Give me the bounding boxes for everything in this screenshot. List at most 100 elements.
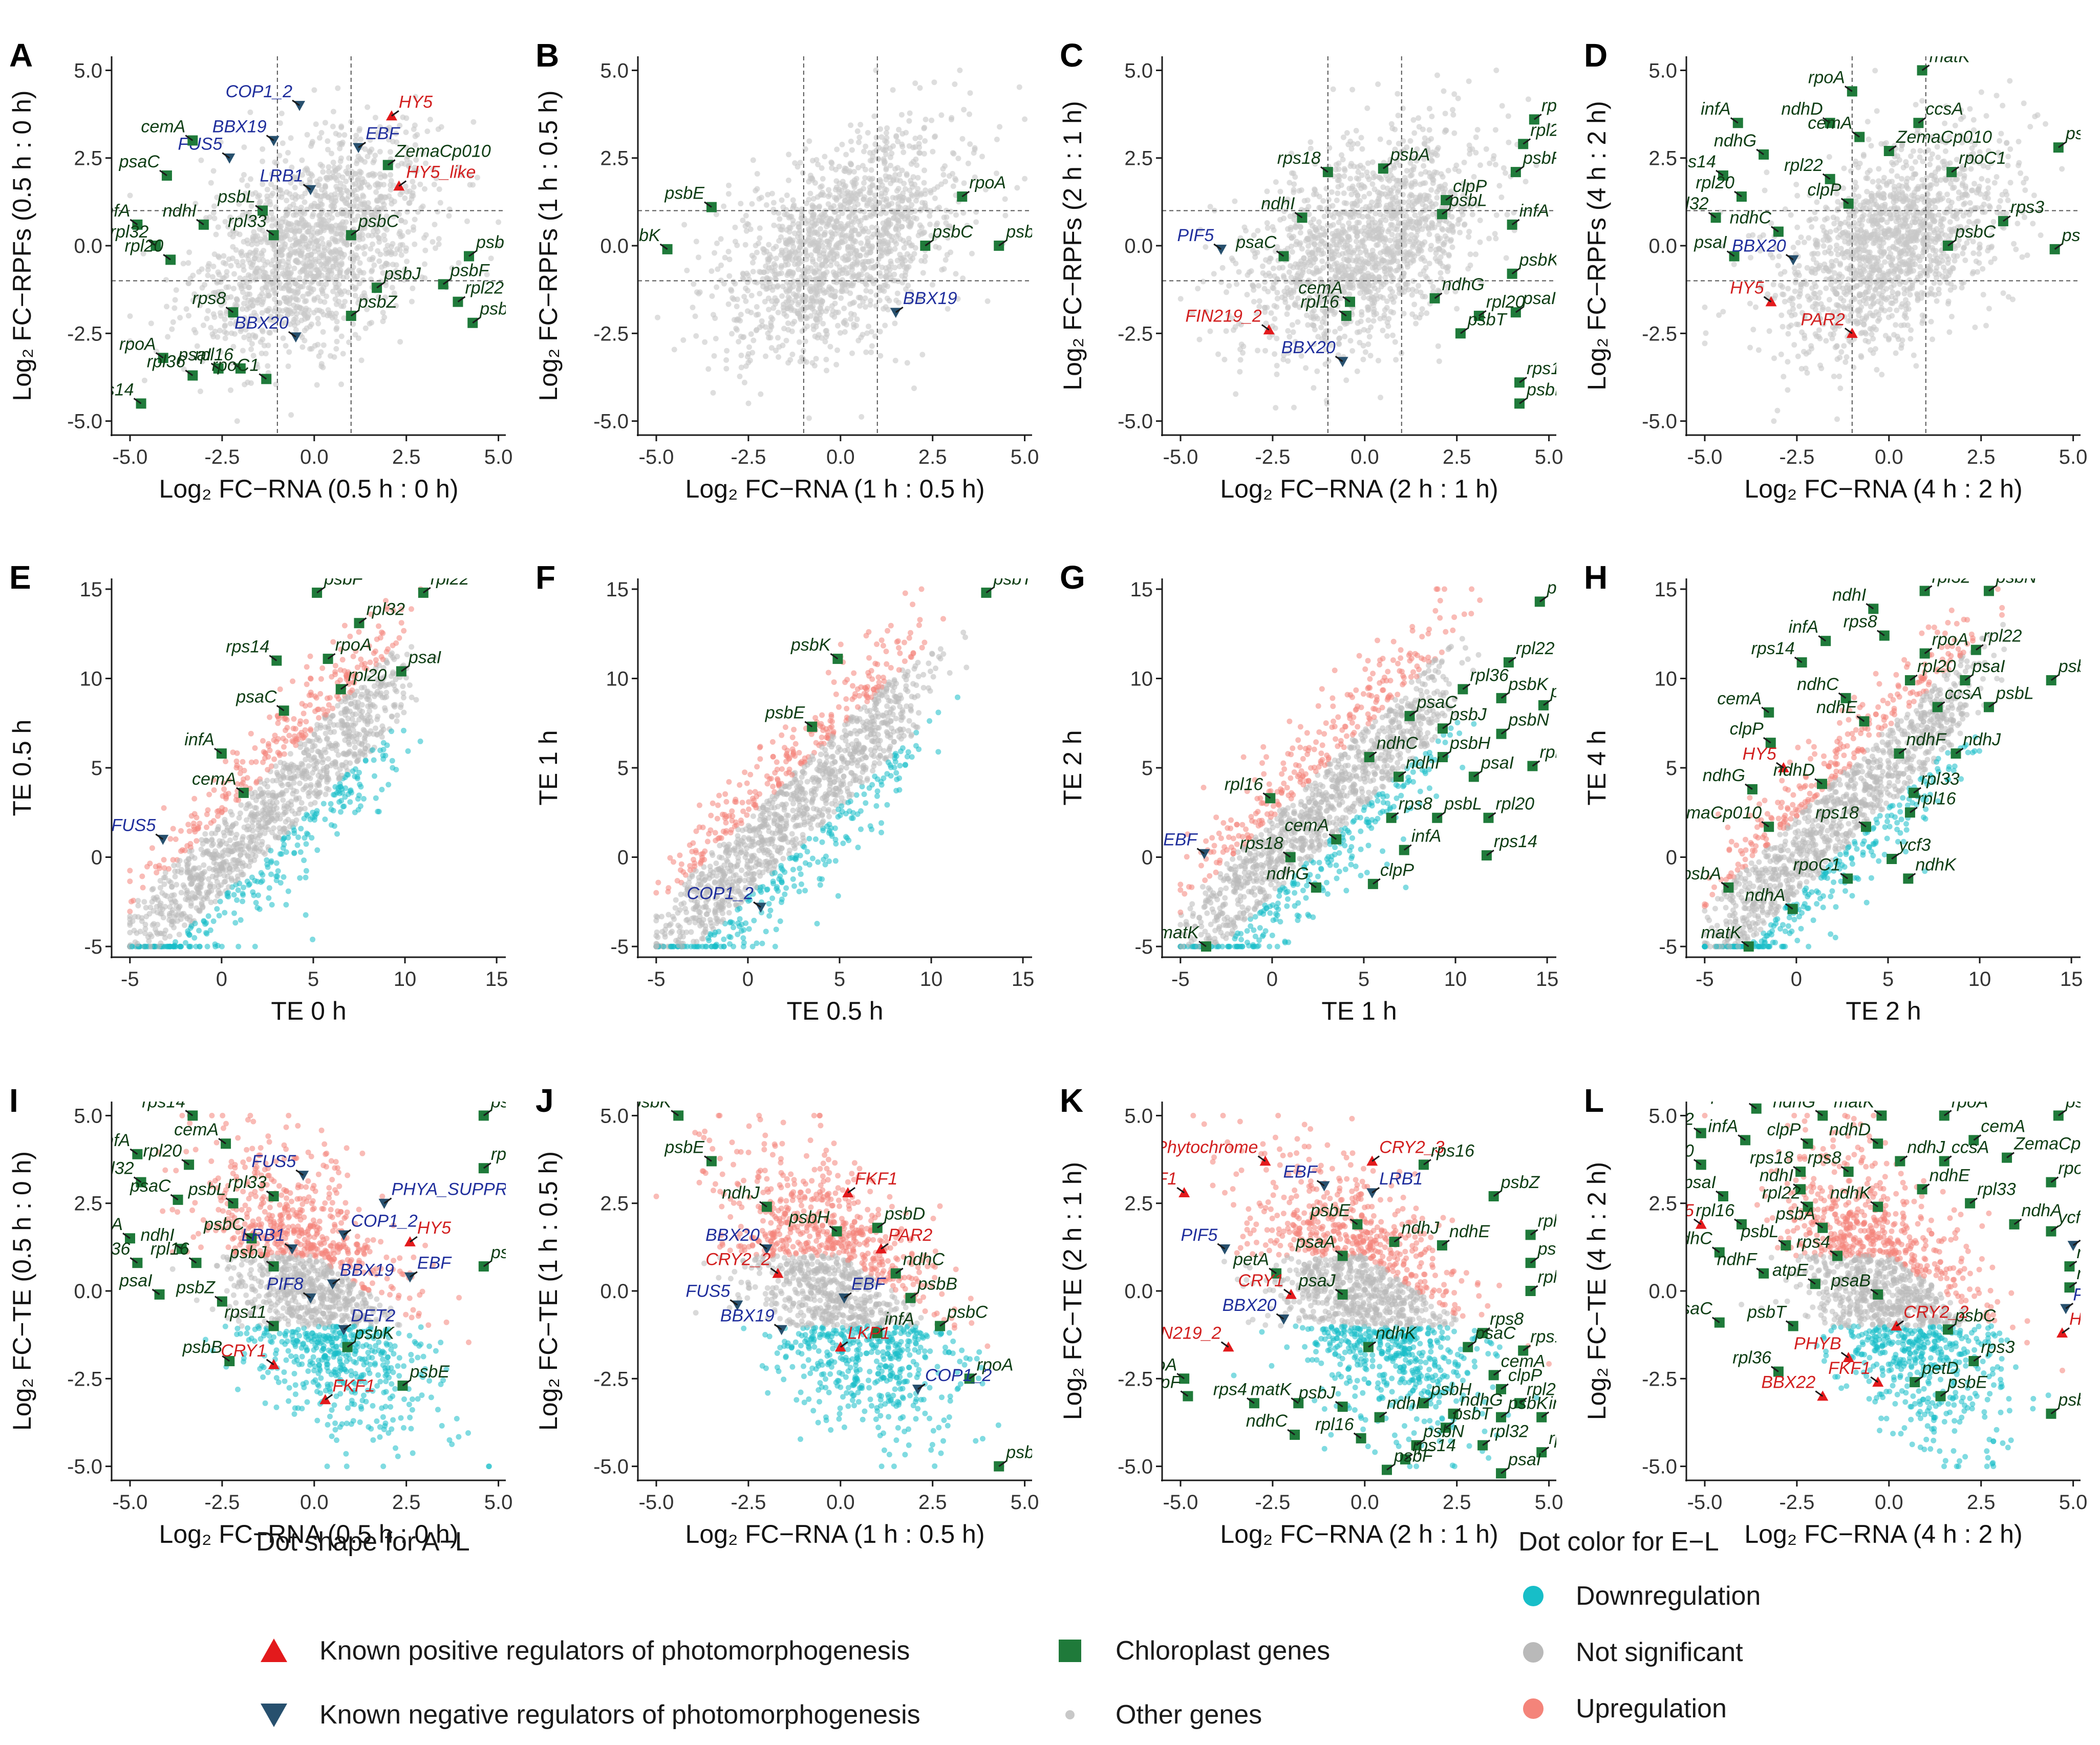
gene-label: rpl32 bbox=[110, 222, 149, 242]
x-tick-label: -5.0 bbox=[1163, 446, 1198, 468]
gene-label: rpoC1 bbox=[2058, 1159, 2100, 1178]
gene-label: cemA bbox=[1808, 114, 1852, 133]
label-leader bbox=[1730, 117, 1739, 124]
label-leader bbox=[400, 665, 409, 672]
label-leader bbox=[152, 1288, 160, 1296]
gene-label: psaC bbox=[235, 687, 277, 706]
gene-label: rpl20 bbox=[1486, 292, 1525, 312]
gene-label: psbA bbox=[1390, 145, 1430, 164]
gene-label: HFR1 bbox=[2069, 1309, 2100, 1329]
label-leader bbox=[2058, 141, 2066, 148]
y-tick-label: -2.5 bbox=[593, 322, 629, 345]
background-points bbox=[1702, 68, 2065, 424]
gene-label: rpl22 bbox=[465, 278, 504, 298]
label-leader bbox=[1180, 1390, 1189, 1397]
y-tick-label: 15 bbox=[606, 578, 629, 601]
y-tick-label: 5 bbox=[1666, 757, 1677, 780]
plot-area: psbF rpl22 rpl32 rpoA psaI rps14 rpl20 psaC infA… bbox=[112, 578, 469, 950]
gene-label: rpl32 bbox=[366, 599, 405, 619]
background-points bbox=[127, 586, 438, 950]
label-leader bbox=[1761, 821, 1770, 828]
label-leader bbox=[210, 362, 219, 370]
gene-label: matK bbox=[1701, 923, 1742, 942]
x-tick-label: -5.0 bbox=[113, 446, 148, 468]
label-leader bbox=[269, 655, 277, 661]
label-leader bbox=[1785, 1320, 1794, 1327]
label-leader bbox=[1874, 1110, 1882, 1116]
y-tick-label: -2.5 bbox=[67, 1368, 102, 1390]
label-leader bbox=[1748, 1103, 1757, 1109]
label-leader bbox=[1856, 716, 1865, 722]
x-tick-label: -5 bbox=[1171, 968, 1190, 990]
label-leader bbox=[1445, 194, 1453, 201]
label-leader bbox=[332, 1278, 340, 1285]
x-tick-label: 2.5 bbox=[392, 1491, 421, 1514]
gene-label: psbF bbox=[450, 261, 490, 280]
label-leader bbox=[774, 1324, 782, 1330]
label-leader bbox=[1213, 243, 1222, 250]
label-leader bbox=[340, 683, 349, 690]
gene-label: ndhD bbox=[1773, 760, 1815, 780]
label-leader bbox=[1815, 1222, 1824, 1229]
gene-label: ndhA bbox=[2021, 1201, 2062, 1220]
label-leader bbox=[122, 1233, 131, 1239]
gene-label: psbL bbox=[217, 187, 255, 206]
gene-label: rpl22 bbox=[491, 1145, 530, 1164]
label-leader bbox=[1814, 778, 1823, 785]
gene-label: psbJ bbox=[383, 264, 421, 284]
y-tick-label: 0.0 bbox=[600, 235, 629, 257]
label-leader bbox=[730, 1299, 738, 1306]
gene-label: ndhI bbox=[1406, 753, 1440, 772]
label-leader bbox=[350, 310, 359, 317]
gene-label: psaC bbox=[130, 1176, 171, 1196]
gene-label: rps11 bbox=[2076, 1243, 2100, 1262]
label-leader bbox=[483, 1110, 491, 1116]
x-tick-label: 15 bbox=[2060, 968, 2083, 990]
label-leader bbox=[244, 1233, 252, 1239]
x-tick-label: 15 bbox=[1012, 968, 1035, 990]
x-axis-title: Log₂ FC−RNA (0.5 h : 0 h) bbox=[159, 475, 459, 503]
label-leader bbox=[659, 243, 668, 250]
label-leader bbox=[1405, 1453, 1413, 1460]
gene-label: psbE bbox=[664, 184, 704, 203]
x-tick-label: 10 bbox=[1444, 968, 1467, 990]
label-leader bbox=[1519, 1397, 1527, 1404]
label-leader bbox=[1913, 787, 1921, 794]
label-leader bbox=[472, 317, 481, 324]
label-leader bbox=[1434, 292, 1443, 299]
label-leader bbox=[1539, 596, 1548, 602]
label-leader bbox=[2062, 1327, 2070, 1334]
gene-label: rps14 bbox=[1751, 639, 1795, 658]
label-leader bbox=[398, 180, 407, 187]
gene-label: psbN bbox=[1996, 567, 2037, 587]
x-tick-label: 5.0 bbox=[1011, 446, 1039, 468]
label-leader bbox=[383, 1197, 392, 1204]
gene-label: matK bbox=[1159, 923, 1200, 942]
label-leader bbox=[1940, 1390, 1948, 1397]
gene-label: CRY2_3 bbox=[1379, 1137, 1444, 1157]
y-tick-label: 2.5 bbox=[600, 147, 629, 170]
label-leader bbox=[1951, 166, 1960, 173]
gene-label: psbT bbox=[476, 233, 516, 252]
x-tick-label: -5 bbox=[1696, 968, 1714, 990]
gene-label: psbH bbox=[788, 1208, 830, 1227]
label-leader bbox=[1442, 208, 1450, 215]
gene-label: PHYA_SUPPRESSOR bbox=[392, 1180, 569, 1199]
x-tick-label: 0.0 bbox=[1875, 446, 1903, 468]
blue-down-triangle-icon bbox=[241, 1699, 307, 1730]
label-leader bbox=[343, 1229, 352, 1236]
y-tick-label: -2.5 bbox=[1642, 322, 1677, 345]
gene-label: LRB1 bbox=[1379, 1169, 1423, 1189]
legend-label-down: Downregulation bbox=[1576, 1581, 1761, 1611]
gene-label: EBF bbox=[1163, 830, 1198, 850]
label-leader bbox=[1335, 1250, 1343, 1257]
x-axis-title: TE 0.5 h bbox=[787, 997, 884, 1025]
gene-label: BBX20 bbox=[1732, 236, 1786, 255]
y-tick-label: -5.0 bbox=[1118, 1456, 1153, 1478]
label-leader bbox=[2050, 1408, 2059, 1415]
panel-letter: F bbox=[535, 559, 555, 596]
gene-label: rpl33 bbox=[228, 211, 267, 231]
